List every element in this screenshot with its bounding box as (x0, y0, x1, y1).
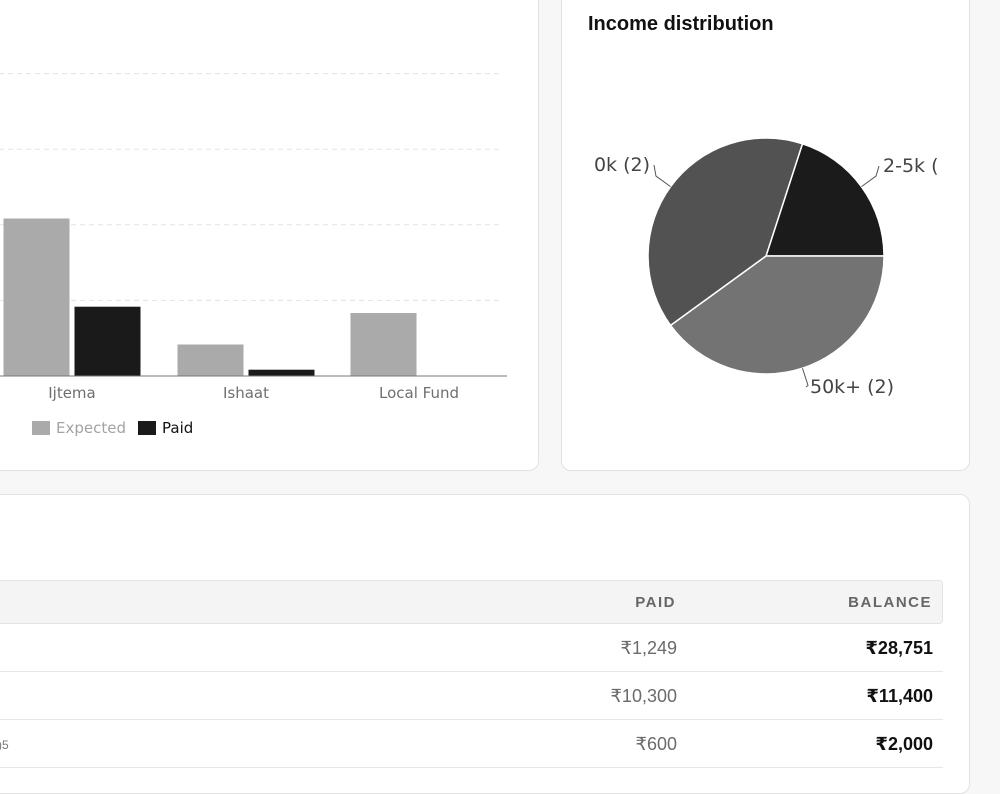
row-balance-value: ₹28,751 (865, 638, 933, 658)
pie-slice[interactable] (669, 255, 885, 375)
pie-label-leader (801, 368, 809, 388)
legend-label-paid[interactable]: Paid (162, 419, 193, 437)
chart-legend: Expected Paid (32, 419, 193, 437)
legend-swatch-expected (32, 421, 50, 435)
table-header-row: PAID BALANCE (0, 580, 943, 624)
row-left-fragment: )5 (0, 738, 9, 752)
pie-label-leader (861, 165, 880, 188)
income-distribution-pie: 2-5k ( 50k+ (2) 0k (2) (594, 137, 939, 398)
x-tick-labels: Ijtema Ishaat Local Fund (48, 384, 459, 402)
x-tick-label: Local Fund (379, 384, 459, 402)
pie-slice[interactable] (647, 137, 804, 327)
pie-slice-label: 50k+ (2) (810, 376, 894, 398)
bar-expected-local-fund[interactable] (350, 313, 417, 376)
row-paid-value: ₹10,300 (610, 686, 677, 706)
income-distribution-title: Income distribution (588, 13, 774, 35)
pie-slice-label: 2-5k ( (883, 155, 939, 177)
contribution-bar-chart: Ijtema Ishaat Local Fund Expected Paid (0, 73, 507, 437)
legend-label-expected[interactable]: Expected (56, 419, 126, 437)
bar-paid-ishaat[interactable] (248, 369, 315, 376)
legend-swatch-paid (138, 421, 156, 435)
row-paid-value: ₹1,249 (620, 638, 678, 658)
contribution-chart-card: Ijtema Ishaat Local Fund Expected Paid (0, 0, 539, 471)
bar-paid-ijtema[interactable] (74, 306, 141, 376)
pie-slice[interactable] (764, 142, 885, 257)
table-row[interactable]: ₹1,249 ₹28,751 (0, 624, 943, 672)
row-paid-value: ₹600 (635, 734, 677, 754)
bar-expected-ijtema[interactable] (3, 218, 70, 377)
row-balance-value: ₹2,000 (875, 734, 933, 754)
x-tick-label: Ishaat (223, 384, 269, 402)
row-balance-value: ₹11,400 (866, 686, 933, 706)
column-header-balance[interactable]: BALANCE (848, 594, 932, 611)
income-distribution-card: Income distribution 2-5k ( 50k+ (2) 0k (2) (561, 0, 970, 471)
x-tick-label: Ijtema (48, 384, 96, 402)
chart-gridlines (0, 73, 502, 301)
table-row[interactable]: )5 ₹600 ₹2,000 (0, 720, 943, 768)
pie-slice-label: 0k (2) (594, 154, 650, 176)
column-header-paid[interactable]: PAID (635, 594, 676, 611)
member-dues-table-card: PAID BALANCE ₹1,249 ₹28,751 ₹10,300 ₹11,… (0, 494, 970, 794)
bar-expected-ishaat[interactable] (177, 344, 244, 377)
pie-label-leader (653, 164, 671, 188)
chart-bars (3, 218, 488, 377)
table-row[interactable]: ₹10,300 ₹11,400 (0, 672, 943, 720)
